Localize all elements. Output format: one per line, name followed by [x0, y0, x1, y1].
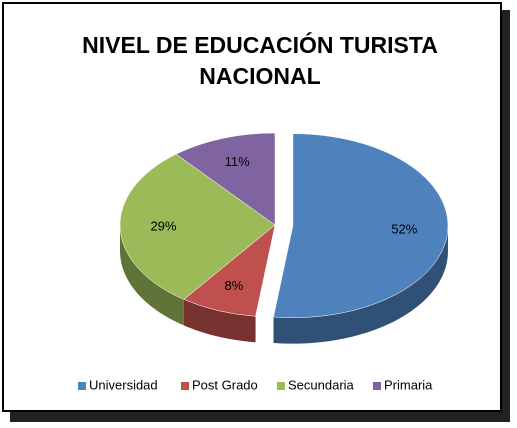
legend-swatch — [373, 382, 381, 390]
slice-side — [183, 299, 256, 343]
data-label: 11% — [225, 154, 250, 169]
data-labels: 52% 8% 29% 11% — [150, 154, 417, 293]
legend-swatch — [78, 382, 86, 390]
pie-tops — [119, 132, 449, 318]
slice-side — [273, 225, 448, 344]
legend-label: Primaria — [384, 377, 433, 392]
pie-slice — [119, 153, 276, 300]
legend-swatch — [181, 382, 189, 390]
legend-label: Universidad — [89, 377, 158, 392]
legend-label: Secundaria — [288, 377, 355, 392]
data-label: 8% — [225, 278, 244, 293]
data-label: 52% — [391, 221, 417, 236]
data-label: 29% — [150, 219, 176, 234]
pie-slice — [175, 132, 276, 226]
chart-title: NIVEL DE EDUCACIÓN TURISTA NACIONAL — [82, 32, 438, 89]
legend-swatch — [277, 382, 285, 390]
legend: Universidad Post Grado Secundaria Primaria — [78, 377, 433, 392]
slice-side — [120, 225, 184, 326]
legend-label: Post Grado — [192, 377, 258, 392]
pie-slice — [273, 133, 449, 318]
